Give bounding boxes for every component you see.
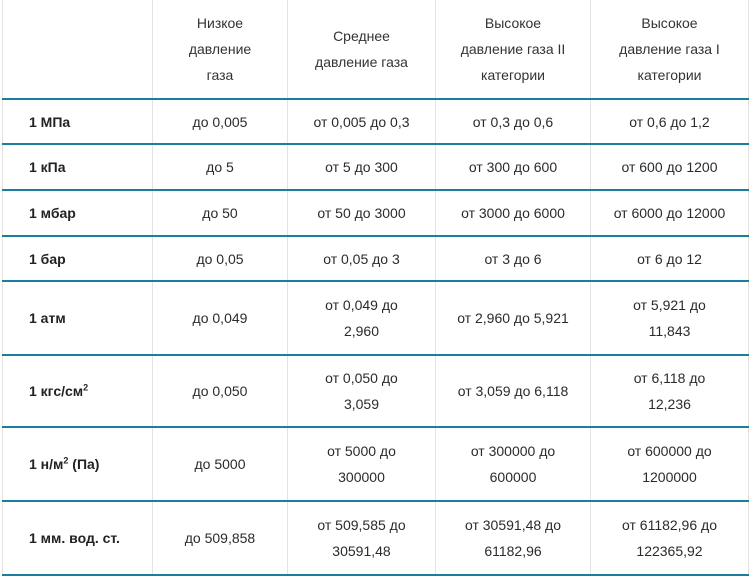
- table-header-row: Низкое давление газа Среднее давление га…: [2, 0, 749, 100]
- table-row: 1 мбар до 50 от 50 до 3000 от 3000 до 60…: [2, 190, 749, 236]
- table-row: 1 бар до 0,05 от 0,05 до 3 от 3 до 6 от …: [2, 236, 749, 281]
- unit-cell: 1 бар: [2, 236, 153, 281]
- low-cell: до 5: [152, 144, 288, 190]
- unit-cell: 1 атм: [2, 281, 153, 355]
- header-corner: [2, 0, 153, 100]
- unit-cell: 1 н/м2 (Па): [2, 427, 153, 501]
- high2-cell: от 0,3 до 0,6: [435, 99, 591, 144]
- mid-cell: от 0,05 до 3: [287, 236, 436, 281]
- low-cell: до 509,858: [152, 501, 288, 575]
- high2-cell: от 3 до 6: [435, 236, 591, 281]
- unit-cell: 1 мбар: [2, 190, 153, 236]
- unit-superscript: 2: [63, 455, 69, 466]
- mid-cell: от 0,050 до 3,059: [287, 355, 436, 427]
- mid-cell: от 0,005 до 0,3: [287, 99, 436, 144]
- low-cell: до 5000: [152, 427, 288, 501]
- high1-cell: от 6,118 до 12,236: [590, 355, 749, 427]
- high1-cell: от 5,921 до 11,843: [590, 281, 749, 355]
- table-row: 1 н/м2 (Па) до 5000 от 5000 до 300000 от…: [2, 427, 749, 501]
- gas-pressure-table: Низкое давление газа Среднее давление га…: [2, 0, 749, 576]
- header-medium-pressure: Среднее давление газа: [287, 0, 436, 100]
- unit-superscript: 2: [83, 382, 89, 393]
- table-row: 1 атм до 0,049 от 0,049 до 2,960 от 2,96…: [2, 281, 749, 355]
- low-cell: до 0,05: [152, 236, 288, 281]
- unit-cell: 1 кПа: [2, 144, 153, 190]
- header-high-pressure-1: Высокое давление газа I категории: [590, 0, 749, 100]
- high1-cell: от 600000 до 1200000: [590, 427, 749, 501]
- high1-cell: от 6 до 12: [590, 236, 749, 281]
- high2-cell: от 3000 до 6000: [435, 190, 591, 236]
- high2-cell: от 300000 до 600000: [435, 427, 591, 501]
- table-row: 1 кгс/см2 до 0,050 от 0,050 до 3,059 от …: [2, 355, 749, 427]
- low-cell: до 0,049: [152, 281, 288, 355]
- mid-cell: от 509,585 до 30591,48: [287, 501, 436, 575]
- table-row: 1 МПа до 0,005 от 0,005 до 0,3 от 0,3 до…: [2, 99, 749, 144]
- mid-cell: от 5 до 300: [287, 144, 436, 190]
- high1-cell: от 61182,96 до 122365,92: [590, 501, 749, 575]
- unit-text: 1 н/м: [29, 456, 64, 472]
- header-low-pressure: Низкое давление газа: [152, 0, 288, 100]
- mid-cell: от 0,049 до 2,960: [287, 281, 436, 355]
- high2-cell: от 2,960 до 5,921: [435, 281, 591, 355]
- unit-cell: 1 кгс/см2: [2, 355, 153, 427]
- high2-cell: от 300 до 600: [435, 144, 591, 190]
- mid-cell: от 50 до 3000: [287, 190, 436, 236]
- low-cell: до 0,005: [152, 99, 288, 144]
- unit-cell: 1 мм. вод. ст.: [2, 501, 153, 575]
- low-cell: до 0,050: [152, 355, 288, 427]
- unit-text: 1 кгс/см: [29, 383, 84, 399]
- high2-cell: от 30591,48 до 61182,96: [435, 501, 591, 575]
- high2-cell: от 3,059 до 6,118: [435, 355, 591, 427]
- table-row: 1 кПа до 5 от 5 до 300 от 300 до 600 от …: [2, 144, 749, 190]
- table-row: 1 мм. вод. ст. до 509,858 от 509,585 до …: [2, 501, 749, 575]
- unit-tail: (Па): [68, 456, 100, 472]
- high1-cell: от 600 до 1200: [590, 144, 749, 190]
- unit-cell: 1 МПа: [2, 99, 153, 144]
- header-high-pressure-2: Высокое давление газа II категории: [435, 0, 591, 100]
- low-cell: до 50: [152, 190, 288, 236]
- mid-cell: от 5000 до 300000: [287, 427, 436, 501]
- high1-cell: от 0,6 до 1,2: [590, 99, 749, 144]
- high1-cell: от 6000 до 12000: [590, 190, 749, 236]
